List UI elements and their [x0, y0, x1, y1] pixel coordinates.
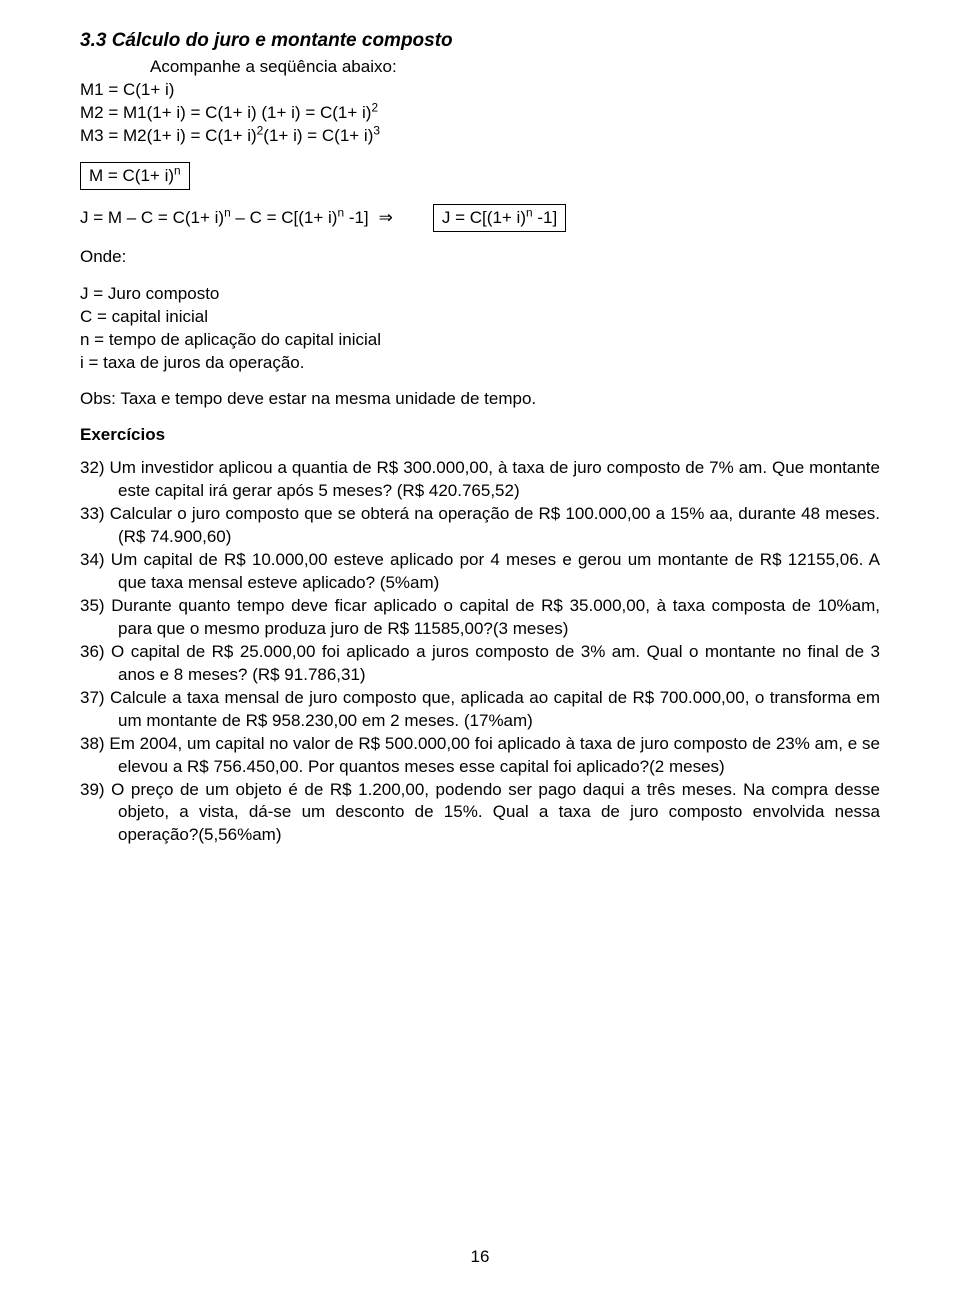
j-formula-row: J = M – C = C(1+ i)n – C = C[(1+ i)n -1]… — [80, 204, 880, 232]
boxed-j-b: -1] — [533, 208, 558, 227]
equation-m2: M2 = M1(1+ i) = C(1+ i) (1+ i) = C(1+ i)… — [80, 102, 880, 125]
section-title: 3.3 Cálculo do juro e montante composto — [80, 30, 880, 52]
equation-m3-b: (1+ i) = C(1+ i) — [263, 126, 373, 145]
exercise-item: 32) Um investidor aplicou a quantia de R… — [80, 457, 880, 503]
jm-exp1: n — [224, 205, 231, 219]
equation-m3: M3 = M2(1+ i) = C(1+ i)2(1+ i) = C(1+ i)… — [80, 125, 880, 148]
obs-line: Obs: Taxa e tempo deve estar na mesma un… — [80, 388, 880, 411]
page-number: 16 — [0, 1247, 960, 1267]
equation-m3-a: M3 = M2(1+ i) = C(1+ i) — [80, 126, 257, 145]
exercicios-heading: Exercícios — [80, 425, 880, 445]
def-n: n = tempo de aplicação do capital inicia… — [80, 329, 880, 352]
def-c: C = capital inicial — [80, 306, 880, 329]
equation-m1: M1 = C(1+ i) — [80, 79, 880, 102]
intro-line: Acompanhe a seqüência abaixo: — [150, 56, 880, 79]
boxed-m-text: M = C(1+ i) — [89, 166, 174, 185]
equation-m2-exp: 2 — [371, 100, 378, 114]
exercise-item: 34) Um capital de R$ 10.000,00 esteve ap… — [80, 549, 880, 595]
boxed-m-formula: M = C(1+ i)n — [80, 162, 880, 190]
equation-m2-text: M2 = M1(1+ i) = C(1+ i) (1+ i) = C(1+ i) — [80, 103, 371, 122]
exercise-item: 39) O preço de um objeto é de R$ 1.200,0… — [80, 779, 880, 848]
implies-arrow: ⇒ — [379, 208, 393, 228]
def-i: i = taxa de juros da operação. — [80, 352, 880, 375]
exercise-item: 36) O capital de R$ 25.000,00 foi aplica… — [80, 641, 880, 687]
def-j: J = Juro composto — [80, 283, 880, 306]
boxed-j-formula: J = C[(1+ i)n -1] — [433, 204, 566, 232]
equation-m3-exp2: 3 — [373, 123, 380, 137]
exercise-item: 35) Durante quanto tempo deve ficar apli… — [80, 595, 880, 641]
exercise-item: 33) Calcular o juro composto que se obte… — [80, 503, 880, 549]
boxed-j-a: J = C[(1+ i) — [442, 208, 526, 227]
boxed-j-exp: n — [526, 205, 533, 219]
jm-c: -1] — [344, 208, 369, 227]
exercise-list: 32) Um investidor aplicou a quantia de R… — [80, 457, 880, 847]
jm-a: J = M – C = C(1+ i) — [80, 208, 224, 227]
boxed-m-exp: n — [174, 163, 181, 177]
jm-b: – C = C[(1+ i) — [231, 208, 338, 227]
onde-label: Onde: — [80, 246, 880, 269]
exercise-item: 37) Calcule a taxa mensal de juro compos… — [80, 687, 880, 733]
exercise-item: 38) Em 2004, um capital no valor de R$ 5… — [80, 733, 880, 779]
j-formula-left: J = M – C = C(1+ i)n – C = C[(1+ i)n -1] — [80, 208, 369, 228]
